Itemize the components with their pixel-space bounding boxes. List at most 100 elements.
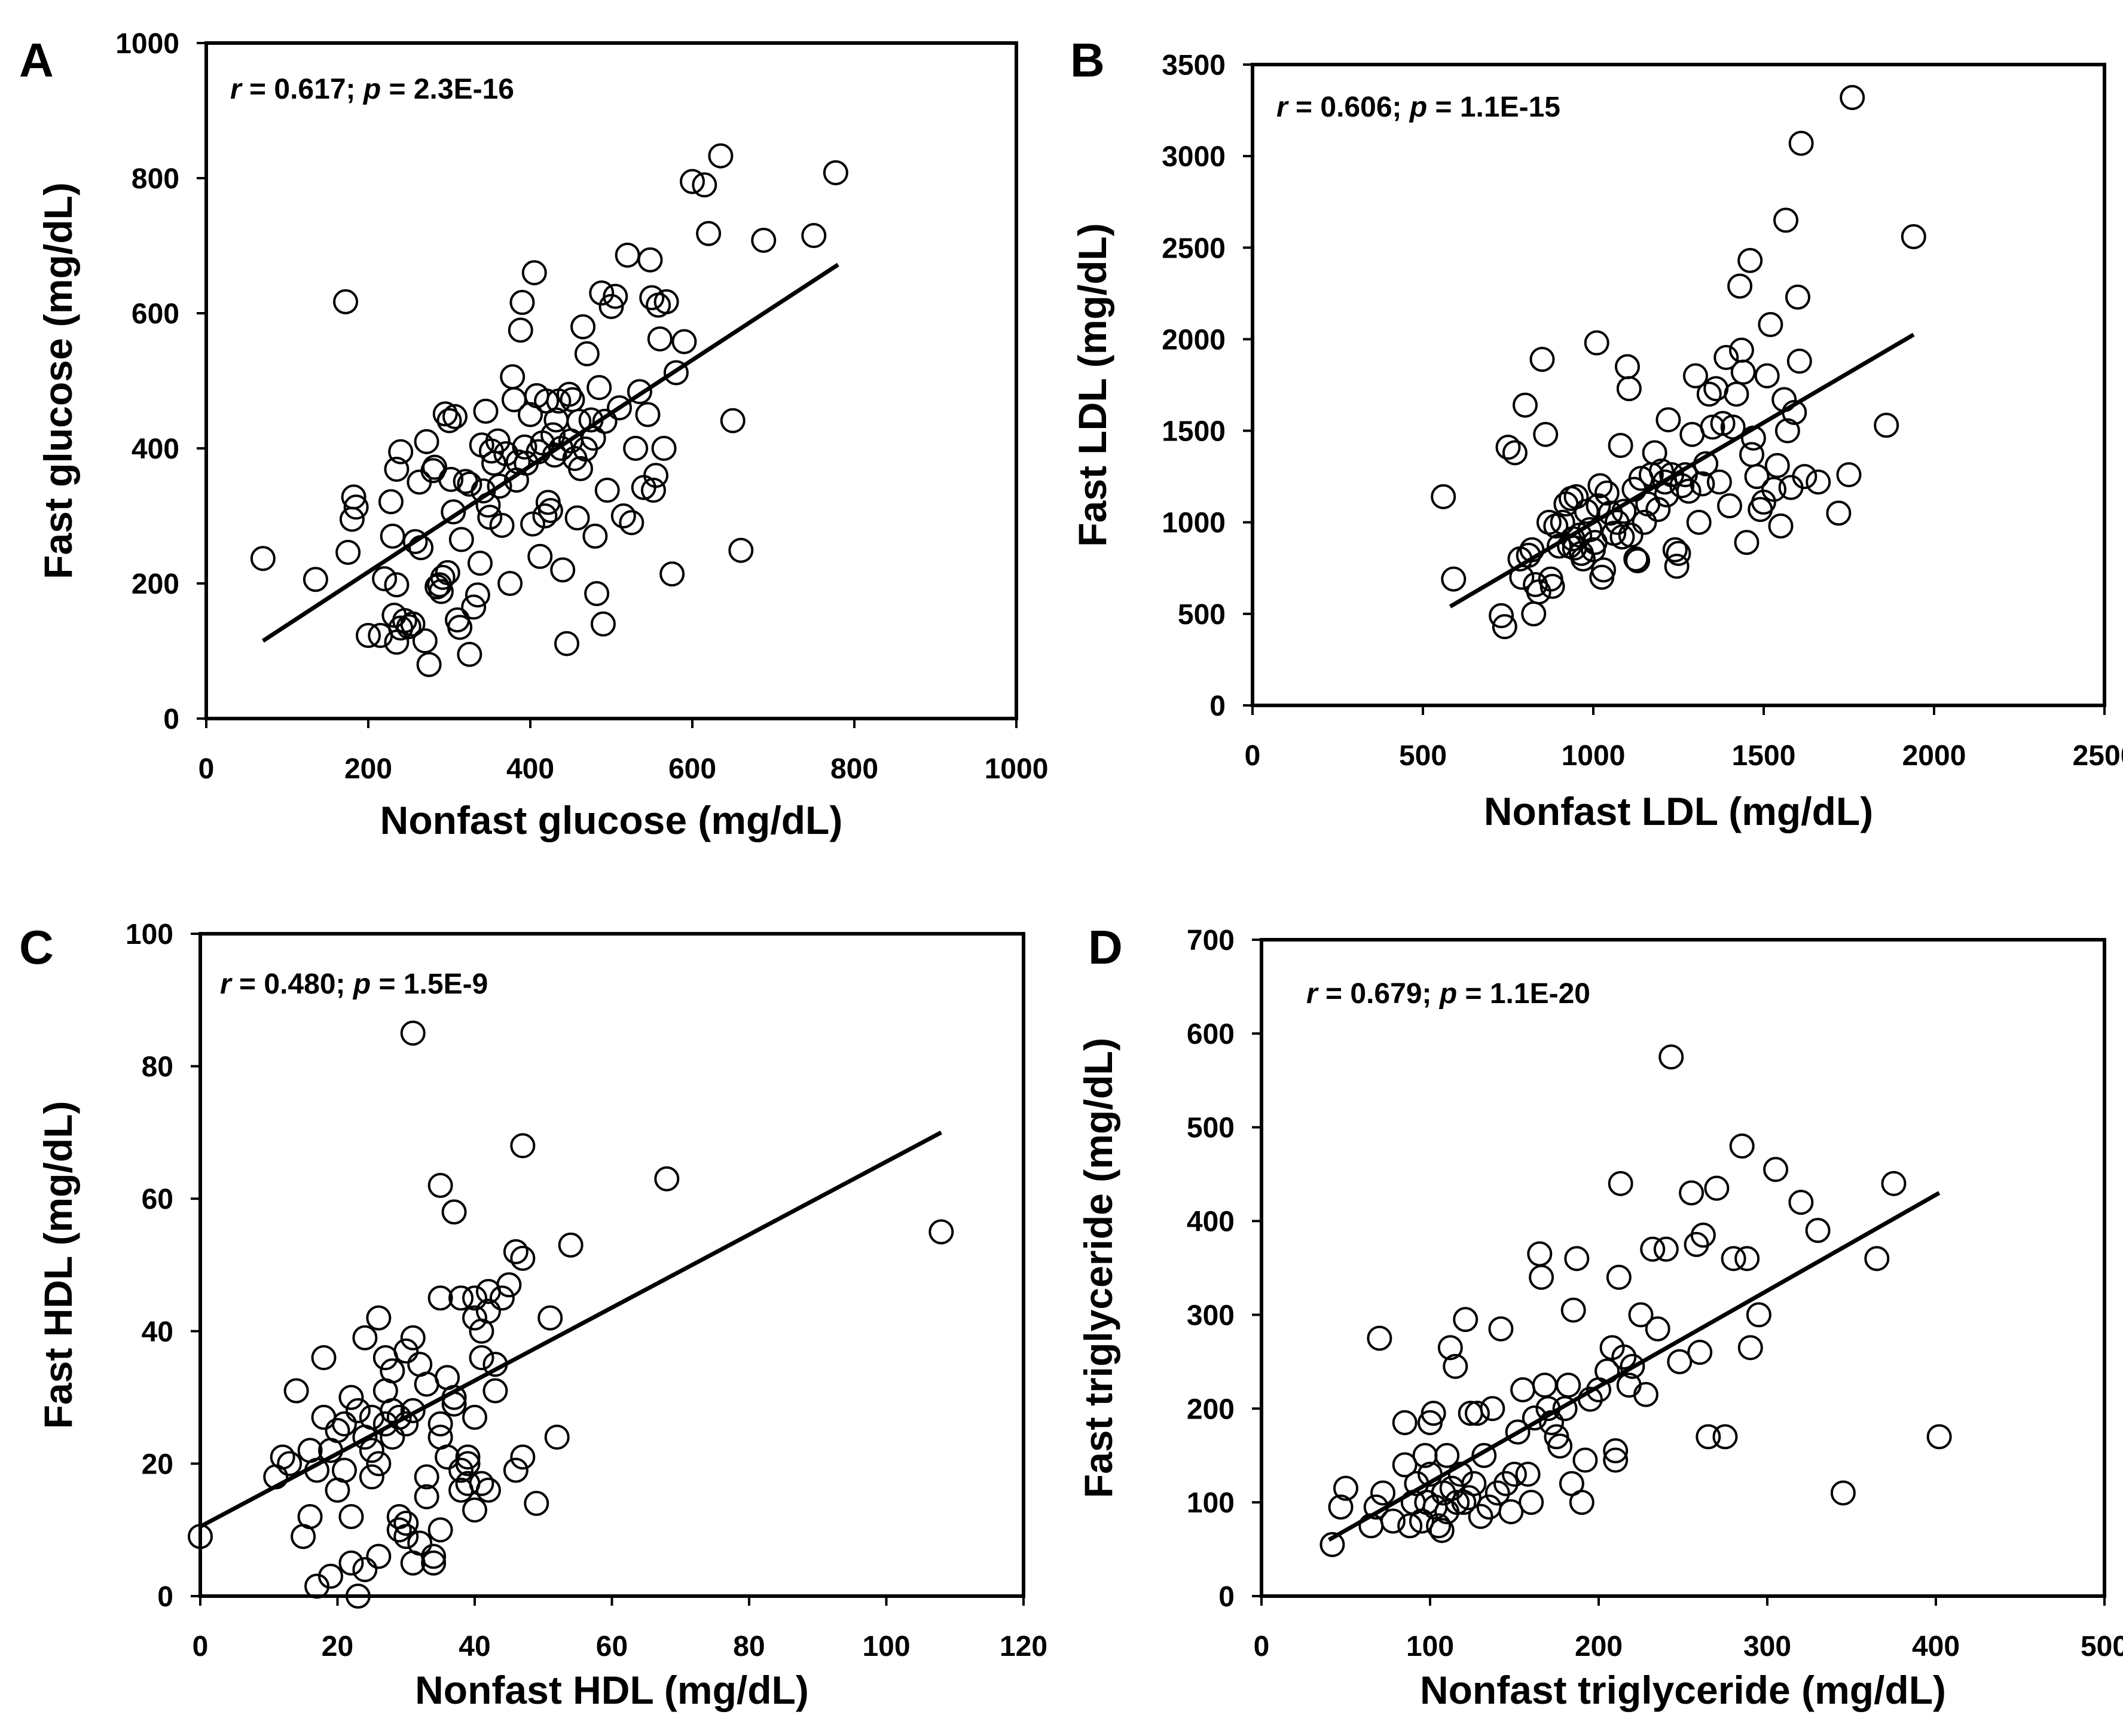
data-point: [303, 567, 328, 592]
data-point: [1632, 509, 1657, 535]
y-tick-label: 3500: [1162, 50, 1226, 81]
data-point: [692, 172, 717, 198]
x-tick-label: 100: [862, 1631, 910, 1662]
data-point: [469, 1471, 494, 1496]
data-point: [366, 1544, 392, 1569]
data-point: [1519, 1490, 1544, 1515]
y-tick-label: 40: [142, 1316, 173, 1348]
data-point: [1729, 1133, 1755, 1159]
data-point: [1443, 1353, 1468, 1379]
data-point: [581, 426, 606, 451]
data-point: [447, 615, 473, 640]
data-point: [407, 469, 432, 495]
data-point: [663, 360, 689, 386]
data-point: [1392, 1452, 1418, 1478]
data-point: [1505, 1419, 1531, 1445]
data-point: [1676, 478, 1702, 504]
data-point: [1740, 425, 1766, 451]
data-point: [1785, 284, 1810, 310]
data-point: [1586, 493, 1611, 519]
data-point: [250, 546, 276, 571]
panel-letter: C: [19, 921, 54, 974]
y-tick-label: 600: [132, 298, 179, 330]
data-point: [568, 456, 594, 481]
data-point: [402, 528, 428, 554]
data-point: [509, 289, 535, 315]
data-point: [441, 1384, 467, 1410]
data-point: [393, 1338, 419, 1364]
data-point: [574, 341, 600, 366]
data-point: [1655, 407, 1681, 433]
data-point: [587, 375, 612, 401]
x-tick-label: 200: [344, 753, 392, 785]
x-tick-label: 120: [1000, 1631, 1047, 1662]
data-point: [311, 1404, 337, 1430]
y-tick-label: 400: [132, 433, 179, 465]
data-point: [540, 422, 566, 448]
correlation-annotation: r = 0.606; p = 1.1E-15: [1276, 91, 1560, 123]
y-axis-label: Fast triglyceride (mg/dL): [1076, 1038, 1120, 1498]
data-point: [1649, 458, 1674, 484]
data-point: [510, 1133, 536, 1159]
data-point: [338, 1504, 364, 1530]
data-point: [462, 1497, 487, 1523]
panel-c: 0 20 40 60 80 100 120 0 20 40 60 80 100 Nonfast HDL (…: [19, 919, 1047, 1712]
plot-frame: [198, 932, 1025, 1598]
data-point: [1489, 603, 1514, 628]
regression-line: [199, 1130, 942, 1529]
data-point: [1616, 376, 1642, 402]
data-point: [1522, 1405, 1547, 1431]
data-point: [427, 1517, 453, 1543]
data-point: [1763, 1157, 1789, 1182]
data-point: [1686, 509, 1712, 535]
data-point: [510, 1245, 536, 1271]
data-point: [408, 535, 434, 561]
data-point: [384, 572, 410, 598]
x-tick-label: 100: [1406, 1631, 1454, 1662]
data-point: [493, 441, 519, 467]
data-point: [1724, 381, 1749, 407]
data-point: [1480, 1396, 1505, 1422]
y-tick-label: 100: [126, 919, 173, 950]
data-point: [1333, 1475, 1358, 1501]
data-point: [1615, 354, 1640, 380]
data-point: [537, 1305, 563, 1331]
data-point: [1577, 516, 1603, 542]
data-point: [1805, 1218, 1831, 1243]
data-point: [359, 1464, 384, 1490]
data-point: [1584, 330, 1609, 356]
data-point: [427, 1173, 453, 1199]
data-point: [542, 442, 567, 468]
data-point: [1761, 476, 1787, 502]
x-tick-label: 40: [459, 1631, 490, 1662]
data-point: [1881, 1170, 1907, 1196]
data-point: [378, 489, 404, 515]
data-point: [412, 628, 438, 654]
data-point: [386, 1517, 412, 1543]
data-point: [338, 1550, 364, 1576]
data-point: [1727, 273, 1753, 299]
data-point: [537, 497, 563, 523]
data-point: [1645, 497, 1671, 522]
data-point: [338, 1384, 364, 1410]
annotation-p-value: = 1.1E-15: [1427, 91, 1560, 123]
data-point: [1535, 1396, 1561, 1422]
data-point: [594, 478, 620, 503]
data-point: [1754, 363, 1780, 389]
data-point: [508, 317, 533, 343]
data-point: [557, 381, 582, 407]
data-point: [1493, 1471, 1519, 1496]
data-point: [590, 611, 616, 637]
data-point: [578, 407, 604, 433]
data-point: [1840, 85, 1865, 111]
data-point: [1502, 440, 1528, 466]
data-point: [435, 560, 460, 585]
data-point: [1623, 546, 1649, 571]
data-point: [1609, 524, 1635, 550]
data-point: [521, 260, 547, 286]
data-point: [1532, 1373, 1557, 1398]
data-point: [1773, 207, 1799, 233]
data-point: [1441, 566, 1467, 592]
annotation-r-symbol: r: [230, 74, 243, 105]
data-point: [304, 1457, 330, 1483]
